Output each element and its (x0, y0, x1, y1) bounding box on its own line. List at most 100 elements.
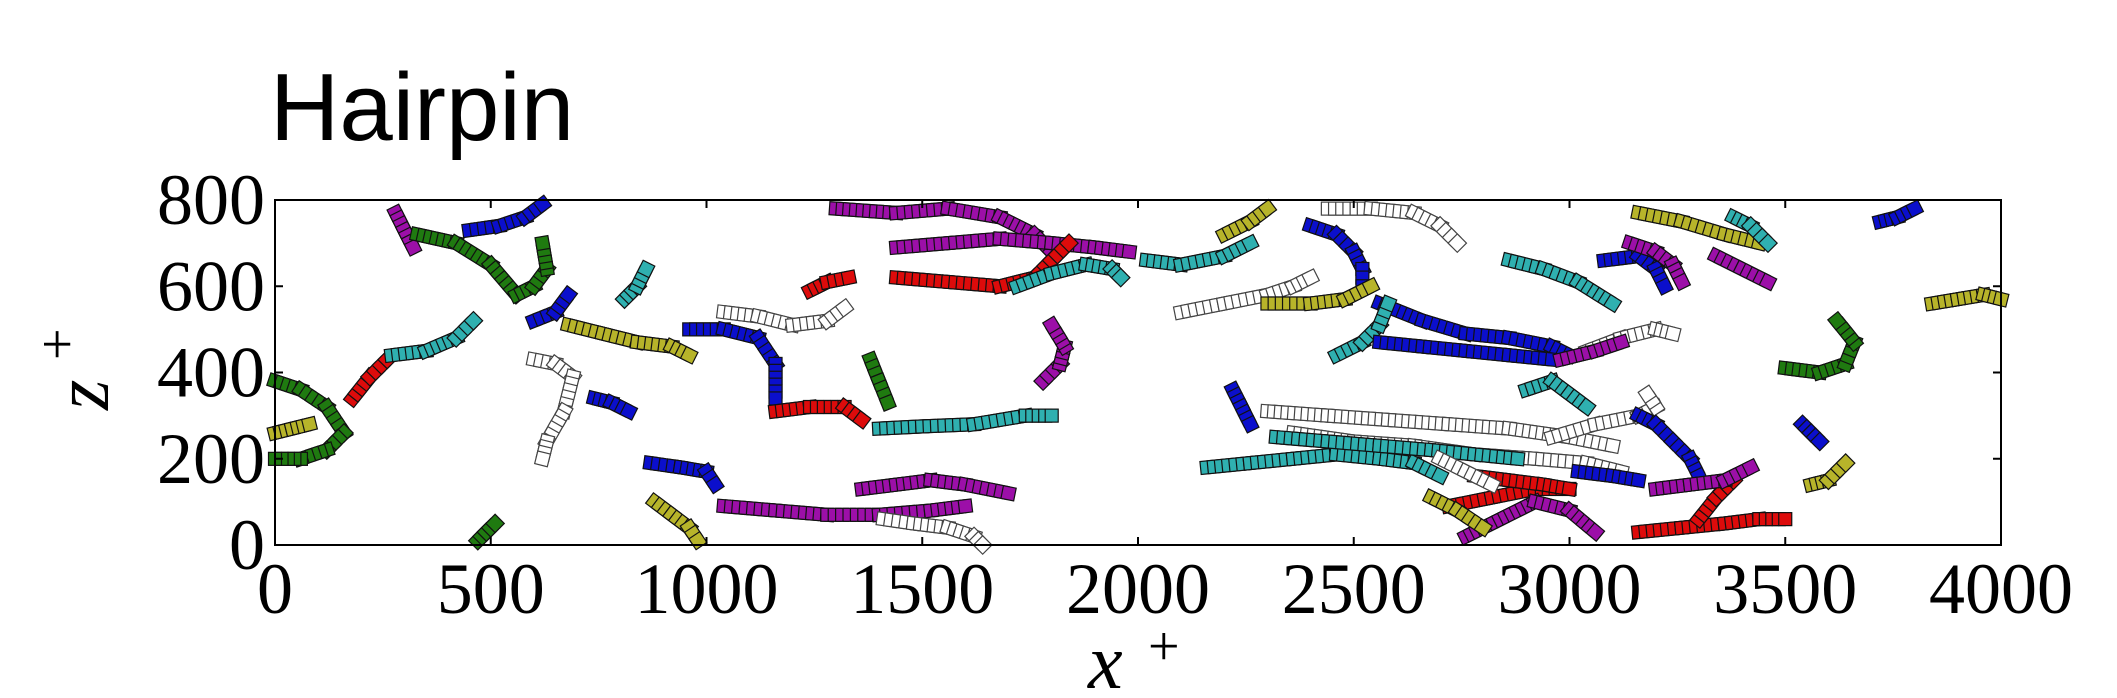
y-tick-label: 600 (157, 246, 265, 326)
track-marker (403, 237, 423, 257)
track-marker (1473, 517, 1494, 538)
hairpin-track (1647, 457, 1761, 497)
hairpin-track (408, 226, 557, 305)
x-tick-label: 0 (257, 549, 293, 629)
y-tick-label: 400 (157, 333, 265, 413)
hairpin-track (1871, 199, 1925, 231)
hairpin-track (1923, 286, 2010, 312)
track-marker (705, 474, 725, 495)
x-tick-label: 4000 (1929, 549, 2073, 629)
track-marker (1058, 233, 1080, 254)
hairpin-track (1371, 334, 1561, 368)
x-tick-label: 3000 (1498, 549, 1642, 629)
track-marker (1509, 450, 1526, 467)
track-marker (1905, 199, 1925, 219)
track-marker (534, 234, 551, 252)
hairpin-track (715, 297, 855, 334)
x-tick-label: 500 (437, 549, 545, 629)
track-marker (1637, 384, 1658, 404)
track-marker (1561, 480, 1578, 498)
track-marker (1654, 276, 1674, 296)
hairpin-track (266, 415, 319, 442)
hairpin-track (1802, 453, 1856, 494)
plot-background (275, 200, 2001, 545)
x-tick-label: 3500 (1713, 549, 1857, 629)
track-marker (1301, 268, 1321, 288)
y-axis-label-sup: + (27, 328, 89, 360)
hairpin-track (682, 320, 786, 406)
hairpin-track (383, 310, 484, 364)
track-marker (485, 513, 506, 534)
track-marker (463, 310, 484, 331)
hairpin-track (871, 407, 1059, 437)
track-marker (1602, 293, 1623, 314)
track-marker (1757, 233, 1779, 254)
x-tick-label: 1500 (850, 549, 994, 629)
track-marker (768, 391, 783, 406)
track-marker (1000, 484, 1017, 502)
hairpin-track (1138, 233, 1260, 274)
hairpin-track (1630, 204, 1768, 252)
track-marker (851, 410, 872, 430)
hairpin-track (1456, 492, 1606, 546)
hairpin-track (1723, 207, 1779, 254)
hairpin-track (642, 455, 725, 495)
track-marker (1630, 472, 1647, 489)
hairpin-track (1630, 511, 1793, 540)
hairpin-track (1172, 268, 1321, 321)
track-marker (1110, 267, 1131, 288)
y-tick-label: 0 (229, 505, 265, 585)
hairpin-track (1223, 380, 1260, 434)
hairpin-track (524, 284, 579, 330)
hairpin-track (1620, 234, 1692, 292)
chart-title: Hairpin (270, 54, 574, 161)
y-tick-label: 800 (157, 160, 265, 240)
track-marker (1482, 475, 1502, 495)
track-layer (266, 194, 2010, 556)
track-marker (533, 450, 552, 468)
x-axis-label-sup: + (1148, 616, 1180, 678)
x-tick-label: 1000 (635, 549, 779, 629)
hairpin-track (1777, 310, 1865, 382)
track-marker (840, 269, 858, 286)
track-marker (1121, 243, 1138, 260)
hairpin-track (525, 351, 583, 468)
hairpin-track (1570, 463, 1647, 489)
hairpin-track (861, 350, 897, 412)
track-marker (1778, 512, 1793, 527)
hairpin-track (342, 349, 398, 409)
hairpin-track (1421, 488, 1494, 538)
track-marker (558, 284, 579, 305)
track-marker (300, 415, 319, 433)
hairpin-track (853, 472, 1017, 502)
hairpin-track (1552, 333, 1631, 369)
track-marker (834, 297, 855, 318)
x-axis-label-text: x (1087, 618, 1123, 698)
track-marker (1809, 431, 1830, 452)
track-marker (1664, 325, 1682, 343)
hairpin-track (800, 269, 858, 301)
x-axis-ticks: 0 500 1000 1500 2000 2500 3000 3500 4000 (257, 200, 2073, 629)
track-marker (1826, 310, 1847, 331)
hairpin-track (585, 389, 639, 421)
track-marker (1741, 457, 1761, 477)
track-marker (619, 401, 639, 421)
y-axis-label-text: z (38, 380, 125, 411)
hairpin-track (461, 194, 553, 239)
track-marker (957, 498, 974, 515)
track-marker (1576, 397, 1597, 417)
hairpin-track (559, 316, 699, 365)
hairpin-track (1500, 251, 1623, 314)
hairpin-track (1301, 216, 1372, 294)
track-marker (1379, 294, 1398, 313)
hairpin-track (1268, 429, 1526, 467)
track-marker (1361, 276, 1381, 296)
track-marker (878, 393, 897, 412)
hairpin-track (266, 372, 355, 468)
track-marker (1585, 522, 1606, 543)
track-marker (1758, 272, 1778, 292)
hairpin-track (1320, 200, 1468, 254)
hairpin-track (1706, 246, 1778, 292)
track-marker (1257, 198, 1278, 219)
